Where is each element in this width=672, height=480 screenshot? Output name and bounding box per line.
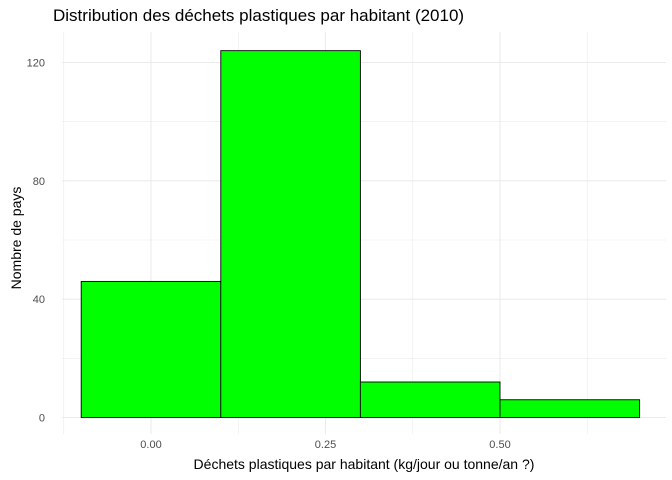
histogram-bar-1 <box>80 280 222 418</box>
x-tick-label: 0.50 <box>489 439 510 451</box>
x-axis-label: Déchets plastiques par habitant (kg/jour… <box>193 456 535 472</box>
y-tick-label: 0 <box>39 413 45 425</box>
histogram-bar-2 <box>220 50 361 418</box>
y-tick-label: 40 <box>33 294 45 306</box>
x-tick-label: 0.00 <box>140 439 161 451</box>
x-tick-label: 0.25 <box>315 439 336 451</box>
y-tick-label: 80 <box>33 176 45 188</box>
x-axis-ticks: 0.00 0.25 0.50 <box>140 439 510 451</box>
histogram-bar-4 <box>499 399 641 418</box>
histogram-bars <box>80 50 641 418</box>
y-axis-ticks: 0 40 80 120 <box>27 58 45 425</box>
y-tick-label: 120 <box>27 58 45 70</box>
y-axis-label: Nombre de pays <box>8 186 24 290</box>
chart-title: Distribution des déchets plastiques par … <box>53 6 465 25</box>
histogram-bar-3 <box>359 381 501 418</box>
